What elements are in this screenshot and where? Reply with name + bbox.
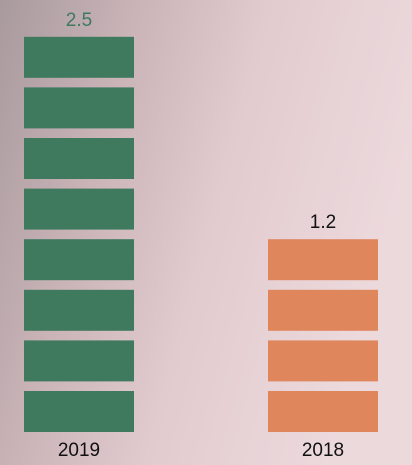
block xyxy=(268,340,378,382)
block xyxy=(268,391,378,432)
block xyxy=(24,239,134,281)
block xyxy=(24,138,134,179)
bar xyxy=(24,36,134,432)
block xyxy=(268,239,378,281)
block xyxy=(24,36,134,78)
block xyxy=(24,188,134,230)
bar xyxy=(268,239,378,432)
block xyxy=(24,391,134,432)
x-tick-label: 2018 xyxy=(302,440,344,461)
block xyxy=(268,289,378,331)
block xyxy=(24,289,134,331)
x-tick-label: 2019 xyxy=(58,440,100,461)
block xyxy=(24,340,134,382)
value-label: 1.2 xyxy=(310,212,336,233)
block xyxy=(24,87,134,129)
value-label: 2.5 xyxy=(66,10,92,31)
